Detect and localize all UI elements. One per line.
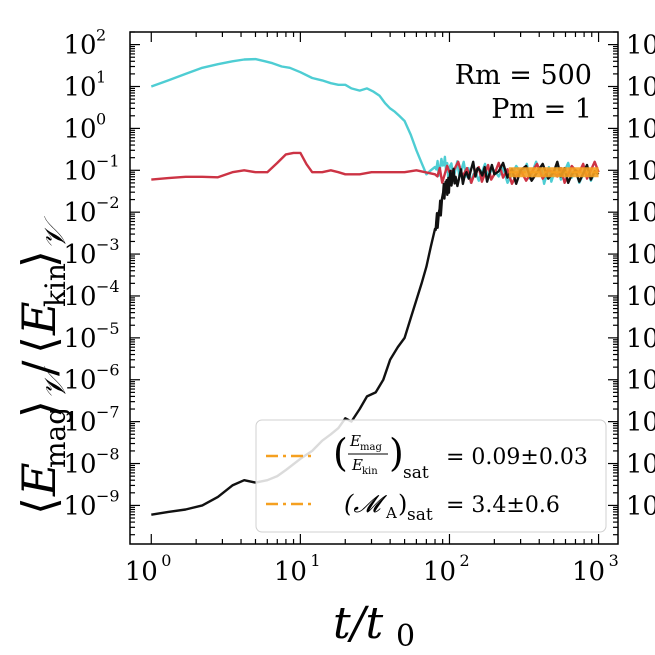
legend-frac-num: E [349, 432, 361, 450]
x-tick-exponent: 2 [459, 551, 469, 570]
legend-frac-num-sub: mag [360, 442, 382, 453]
right-axis-tick-label: 10 [626, 31, 655, 61]
y-tick-exponent: 0 [96, 109, 106, 128]
svg-text:⟩: ⟩ [12, 250, 66, 268]
svg-text:E: E [12, 462, 66, 497]
svg-text:kin: kin [39, 263, 72, 307]
y-axis-label: ⟨ E mag ⟩ 𝒱 / ⟨ E kin ⟩ 𝒱 [12, 216, 73, 515]
y-tick-exponent: 1 [96, 68, 106, 87]
legend-frac-den-sub: kin [362, 466, 378, 477]
y-tick-label: 10 [63, 366, 96, 396]
svg-text:mag: mag [39, 407, 72, 468]
y-tick-exponent: −7 [96, 403, 120, 422]
legend-paren-open-1: ( [333, 431, 348, 475]
y-tick-label: 10 [63, 450, 96, 480]
legend-label-mach-close: ) [398, 490, 407, 518]
right-axis-tick-label: 10 [626, 114, 655, 144]
x-tick-label: 10 [572, 557, 605, 587]
right-axis-tick-label: 10 [626, 450, 655, 480]
legend-frac-den: E [351, 456, 363, 474]
x-axis-label: t/t 0 [333, 598, 415, 654]
annotation-pm: Pm = 1 [491, 94, 592, 125]
annotation-rm: Rm = 500 [455, 60, 592, 91]
svg-text:/: / [12, 360, 66, 376]
svg-text:⟩: ⟩ [12, 400, 66, 418]
right-axis-tick-label: 10 [626, 324, 655, 354]
legend-paren-close-1: ) [389, 431, 404, 475]
y-tick-label: 10 [63, 114, 96, 144]
y-tick-label: 10 [63, 408, 96, 438]
x-tick-exponent: 1 [310, 551, 320, 570]
y-tick-exponent: 2 [96, 26, 106, 45]
legend-value-ratio: = 0.09±0.03 [446, 445, 588, 470]
right-axis-tick-label: 10 [626, 73, 655, 103]
svg-text:0: 0 [396, 619, 415, 654]
svg-text:E: E [12, 301, 66, 336]
y-tick-exponent: −2 [96, 193, 120, 212]
y-tick-label: 10 [63, 31, 96, 61]
y-tick-label: 10 [63, 73, 96, 103]
y-tick-exponent: −8 [96, 445, 120, 464]
x-tick-label: 10 [423, 557, 456, 587]
legend: ( E mag E kin ) sat = 0.09±0.03 (𝓜 A ) s… [255, 419, 607, 533]
right-axis-tick-label: 10 [626, 240, 655, 270]
x-tick-exponent: 0 [161, 551, 171, 570]
y-tick-exponent: −3 [96, 235, 120, 254]
svg-text:t/t: t/t [333, 598, 384, 649]
y-tick-label: 10 [63, 198, 96, 228]
y-tick-exponent: −9 [96, 486, 120, 505]
legend-label-mach: (𝓜 [344, 490, 387, 518]
svg-text:⟨: ⟨ [12, 497, 66, 515]
y-tick-label: 10 [63, 324, 96, 354]
right-axis-tick-label: 10 [626, 366, 655, 396]
y-tick-exponent: −1 [96, 151, 120, 170]
x-tick-label: 10 [125, 557, 158, 587]
right-axis-tick-label: 10 [626, 156, 655, 186]
right-axis-tick-label: 10 [626, 408, 655, 438]
y-tick-label: 10 [63, 282, 96, 312]
plot-frame [129, 31, 619, 545]
legend-value-mach: = 3.4±0.6 [446, 493, 560, 518]
right-axis-tick-label: 10 [626, 282, 655, 312]
y-tick-exponent: −4 [96, 277, 120, 296]
right-axis-tick-label: 10 [626, 198, 655, 228]
legend-label-mach-sub: A [385, 504, 397, 522]
y-tick-label: 10 [63, 240, 96, 270]
legend-sub-sat-1: sat [403, 463, 429, 483]
legend-box [255, 419, 607, 533]
y-tick-exponent: −6 [96, 361, 120, 380]
right-axis-tick-label: 10 [626, 491, 655, 521]
x-tick-label: 10 [274, 557, 307, 587]
y-tick-label: 10 [63, 491, 96, 521]
svg-text:⟨: ⟨ [12, 336, 66, 354]
legend-sub-sat-2: sat [407, 505, 433, 525]
y-tick-label: 10 [63, 156, 96, 186]
x-tick-exponent: 3 [609, 551, 619, 570]
y-tick-exponent: −5 [96, 319, 120, 338]
